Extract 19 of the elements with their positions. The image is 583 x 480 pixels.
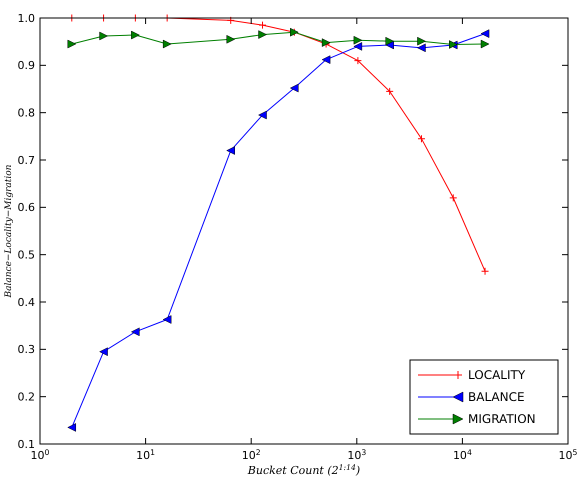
y-tick-label: 0.8 xyxy=(18,106,35,120)
legend-label: BALANCE xyxy=(468,390,525,404)
y-tick-label: 0.3 xyxy=(18,343,35,356)
x-tick-label: 10$^{2}$ xyxy=(242,448,261,462)
y-tick-label: 0.6 xyxy=(18,201,35,214)
x-axis-title: Bucket Count (2$^{1:14}$) xyxy=(246,462,360,477)
legend-label: MIGRATION xyxy=(468,412,536,426)
x-tick-label: 10$^{5}$ xyxy=(558,448,578,462)
y-tick-label: 1.0 xyxy=(18,12,35,25)
x-tick-label: 10$^{1}$ xyxy=(136,448,156,462)
y-tick-label: 0.7 xyxy=(18,154,35,167)
x-tick-label: 10$^{4}$ xyxy=(452,448,472,462)
legend-label: LOCALITY xyxy=(468,368,526,382)
y-tick-label: 0.4 xyxy=(18,296,35,309)
y-axis-title: Balance−Locality−Migration xyxy=(4,164,14,298)
y-tick-label: 0.5 xyxy=(18,248,35,262)
x-tick-label: 10$^{3}$ xyxy=(347,448,366,462)
y-tick-label: 0.9 xyxy=(18,59,35,72)
y-tick-label: 0.2 xyxy=(18,390,35,404)
